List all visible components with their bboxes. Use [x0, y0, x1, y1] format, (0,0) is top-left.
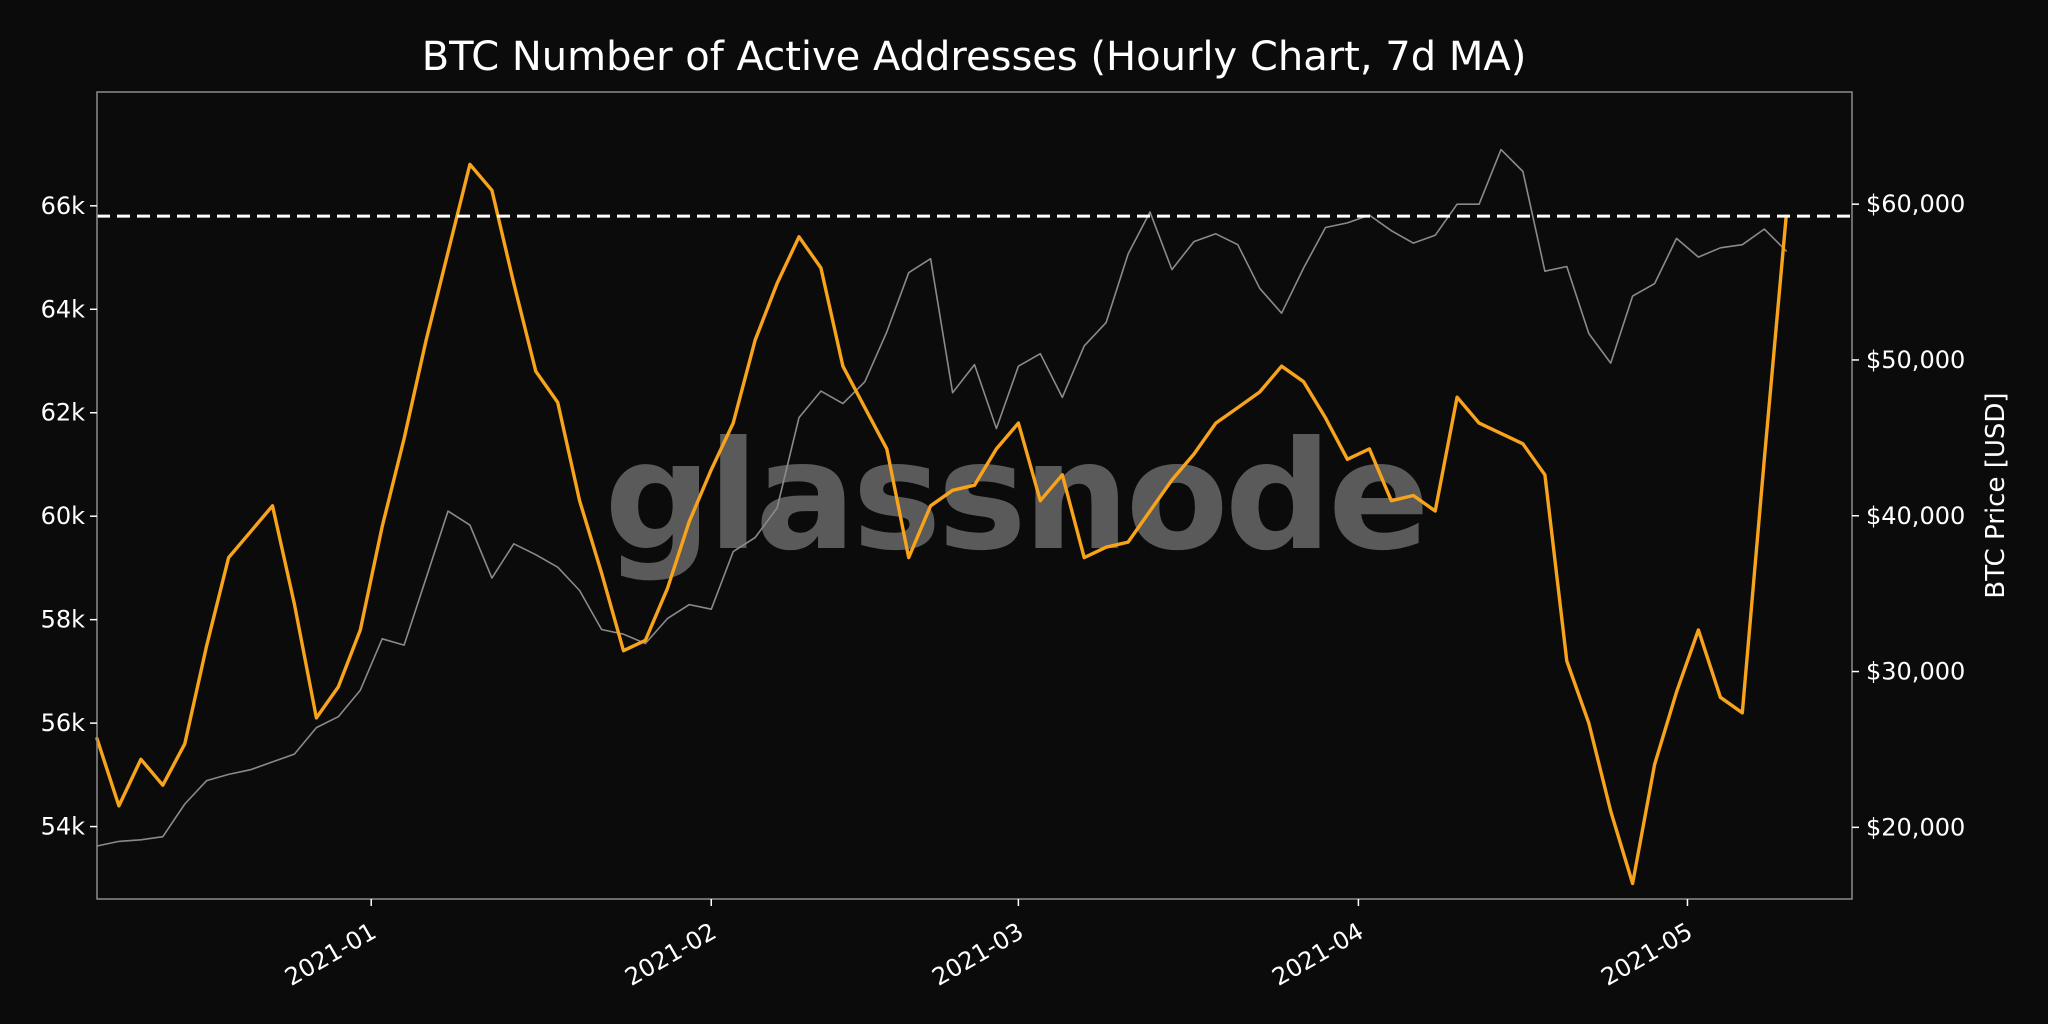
right-tick-label: $40,000	[1866, 502, 1965, 530]
right-tick-label: $60,000	[1866, 190, 1965, 218]
x-tick-label: 2021-02	[620, 917, 721, 991]
x-tick-label: 2021-03	[927, 917, 1028, 991]
price-series-group	[96, 148, 1787, 847]
plot-frame	[96, 91, 1853, 900]
left-tick-label: 56k	[41, 709, 86, 737]
left-tick-label: 60k	[41, 502, 86, 530]
x-tick-label: 2021-01	[280, 917, 381, 991]
chart-title: BTC Number of Active Addresses (Hourly C…	[422, 34, 1527, 80]
active-addresses-series-group	[95, 162, 1788, 886]
left-tick-label: 54k	[41, 813, 86, 841]
left-tick-label: 58k	[41, 606, 86, 634]
watermark-logo: glassnode	[604, 410, 1426, 584]
left-y-axis: 54k 56k 58k 60k 62k 64k 66k	[41, 192, 97, 841]
x-axis: 2021-01 2021-02 2021-03 2021-04 2021-05	[280, 899, 1697, 992]
right-tick-label: $20,000	[1866, 813, 1965, 841]
right-y-axis: $20,000 $30,000 $40,000 $50,000 $60,000	[1852, 190, 1965, 841]
btc-price-line	[96, 148, 1787, 847]
x-tick-label: 2021-05	[1596, 917, 1697, 991]
left-tick-label: 62k	[41, 399, 86, 427]
right-tick-label: $30,000	[1866, 658, 1965, 686]
x-tick-label: 2021-04	[1267, 917, 1368, 991]
left-tick-label: 66k	[41, 192, 86, 220]
left-tick-label: 64k	[41, 295, 86, 323]
right-axis-title: BTC Price [USD]	[1981, 392, 2011, 598]
right-tick-label: $50,000	[1866, 346, 1965, 374]
active-addresses-line	[95, 162, 1788, 886]
